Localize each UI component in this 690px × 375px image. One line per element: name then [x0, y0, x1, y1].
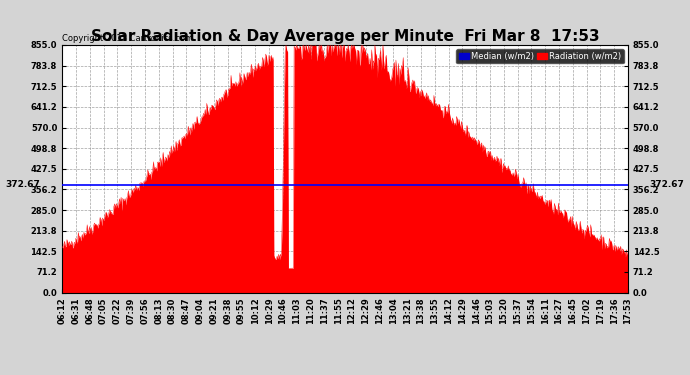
Text: 372.67: 372.67: [649, 180, 684, 189]
Legend: Median (w/m2), Radiation (w/m2): Median (w/m2), Radiation (w/m2): [456, 49, 624, 63]
Text: 372.67: 372.67: [6, 180, 41, 189]
Title: Solar Radiation & Day Average per Minute  Fri Mar 8  17:53: Solar Radiation & Day Average per Minute…: [90, 29, 600, 44]
Text: Copyright 2013 Cartronics.com: Copyright 2013 Cartronics.com: [62, 33, 193, 42]
